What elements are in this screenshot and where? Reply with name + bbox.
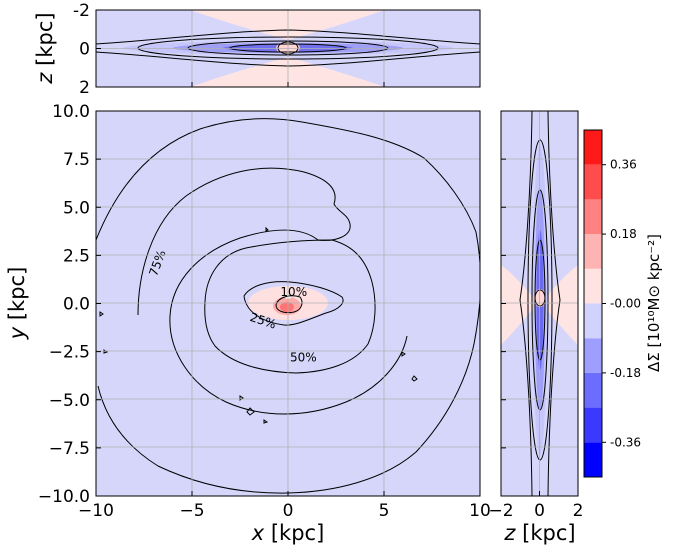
right-x-tick-label: −2	[488, 501, 513, 521]
panel-face-on-xy: 10%25%50%75% 10.07.55.02.50.0−2.5−5.0−7.…	[5, 82, 491, 545]
colorbar-tick-label: -0.00	[610, 297, 641, 311]
main-x-tick-label: 5	[379, 501, 390, 521]
main-y-tick-label: 2.5	[63, 246, 90, 266]
top-y-tick-labels: -2 0 2	[73, 1, 101, 98]
panel-edge-on-zy: −2 0 2 z [kpc]	[488, 110, 584, 545]
colorbar-band	[584, 372, 602, 408]
main-x-axis-label: x [kpc]	[251, 521, 325, 545]
contour-25pct	[243, 281, 344, 326]
colorbar-ticks: 0.36 0.18 -0.00 -0.18 -0.36	[602, 158, 641, 449]
colorbar-label: ΔΣ [10¹⁰M⊙ kpc⁻²]	[645, 234, 663, 372]
contour-75pct-outer	[96, 118, 480, 494]
colorbar: 0.36 0.18 -0.00 -0.18 -0.36 ΔΣ [10¹⁰M⊙ kpc⁻²…	[583, 129, 663, 478]
right-x-tick-label: 2	[573, 501, 584, 521]
right-x-axis-label: z [kpc]	[503, 521, 575, 545]
top-y-axis-label: z [kpc]	[33, 12, 57, 84]
colorbar-band	[584, 338, 602, 373]
grid-right	[501, 111, 578, 496]
grid-main	[96, 111, 480, 496]
main-x-tick-label: 10	[469, 501, 491, 521]
colorbar-bands	[584, 130, 602, 477]
contour-line	[527, 139, 553, 461]
colorbar-band	[584, 130, 602, 165]
main-y-tick-label: −5.0	[49, 391, 90, 411]
main-x-tick-labels: −10 −5 0 5 10	[78, 82, 491, 521]
colorbar-band	[584, 442, 602, 477]
top-y-tick-label: 0	[79, 40, 90, 60]
heatmap-positive-lobe-left	[501, 265, 538, 345]
contour-line	[534, 289, 546, 307]
top-y-tick-label: 2	[79, 78, 90, 98]
colorbar-band	[584, 407, 602, 443]
heatmap-positive-lobe-lower	[190, 57, 385, 87]
colorbar-tick-label: -0.36	[610, 435, 641, 449]
right-x-tick-labels: −2 0 2	[488, 110, 584, 521]
top-y-tick-label: -2	[73, 1, 90, 21]
panel-edge-on-xz: -2 0 2 z [kpc]	[33, 1, 481, 98]
contour-line	[547, 111, 561, 496]
colorbar-tick-label: 0.18	[610, 227, 637, 241]
heatmap-bar-peak	[280, 302, 294, 312]
main-y-tick-label: 7.5	[63, 150, 90, 170]
contour-line	[531, 189, 549, 411]
main-y-tick-label: 10.0	[52, 102, 90, 122]
main-y-axis-label: y [kpc]	[5, 267, 29, 341]
colorbar-band	[584, 268, 602, 304]
colorbar-band	[584, 199, 602, 235]
main-x-tick-label: 0	[283, 501, 294, 521]
contour-75pct	[137, 167, 408, 415]
grid-top	[96, 10, 480, 87]
colorbar-tick-label: -0.18	[610, 366, 641, 380]
main-y-tick-label: −7.5	[49, 439, 90, 459]
colorbar-tick-label: 0.36	[610, 158, 637, 172]
contour-10pct	[275, 295, 303, 314]
main-x-tick-label: −5	[179, 501, 204, 521]
heatmap-positive-lobe-upper	[190, 10, 385, 40]
contour-label: 10%	[280, 285, 307, 299]
colorbar-band	[584, 164, 602, 200]
colorbar-band	[584, 303, 602, 339]
heatmap-center-positive	[534, 289, 546, 307]
contours-zy	[519, 111, 561, 496]
main-y-tick-label: −10.0	[38, 487, 90, 507]
main-y-tick-label: −2.5	[49, 343, 90, 363]
contour-label: 50%	[290, 350, 317, 364]
main-x-tick-label: −10	[78, 501, 114, 521]
main-y-tick-label: 5.0	[63, 198, 90, 218]
main-y-tick-label: 0.0	[63, 295, 90, 315]
contour-line	[519, 111, 533, 496]
colorbar-band	[584, 234, 602, 269]
main-y-tick-labels: 10.0 7.5 5.0 2.5 0.0 −2.5 −5.0 −7.5 −10.0	[38, 102, 101, 507]
contour-50pct	[204, 239, 376, 374]
right-x-tick-label: 0	[534, 501, 545, 521]
